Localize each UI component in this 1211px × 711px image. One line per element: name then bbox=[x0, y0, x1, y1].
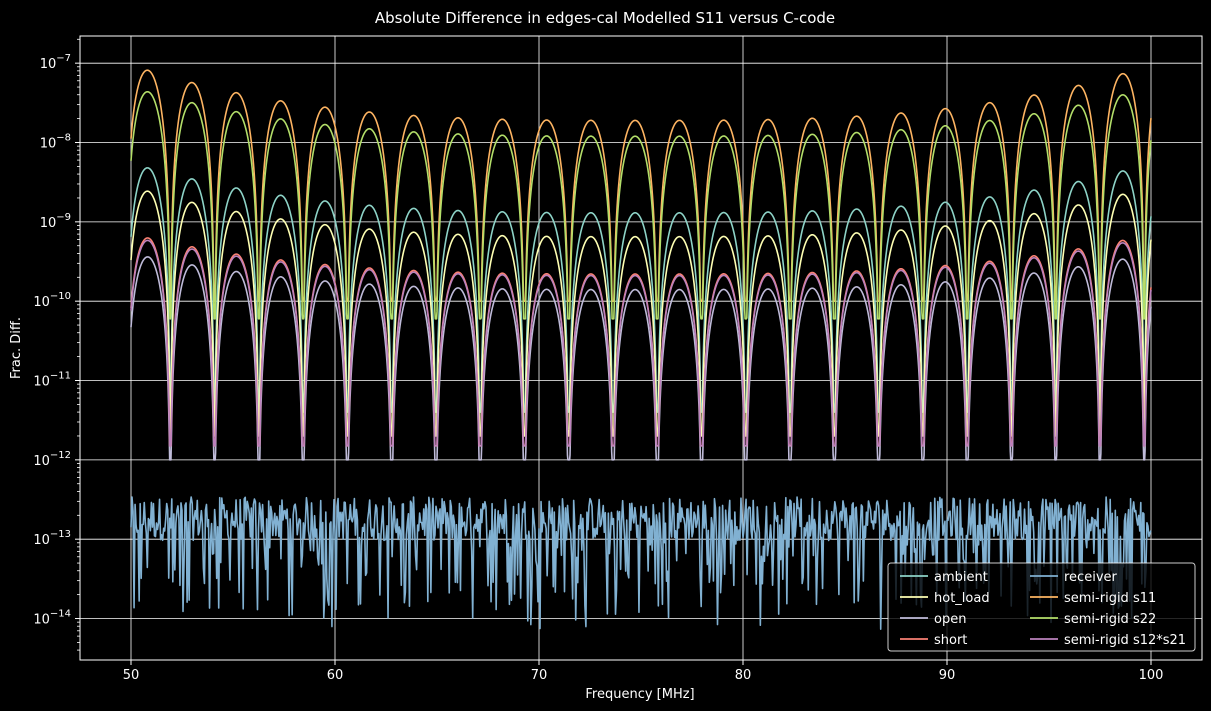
y-tick-label: 10−10 bbox=[33, 291, 71, 310]
y-tick-label: 10−11 bbox=[33, 371, 71, 390]
x-axis-label: Frequency [MHz] bbox=[585, 687, 694, 702]
y-tick-label: 10−9 bbox=[40, 212, 71, 231]
x-tick-label: 50 bbox=[123, 668, 140, 683]
plot-area bbox=[79, 35, 1203, 661]
x-tick-label: 90 bbox=[939, 668, 956, 683]
legend-box bbox=[887, 562, 1196, 652]
y-tick-label: 10−12 bbox=[33, 450, 71, 469]
legend-label: hot_load bbox=[934, 591, 990, 606]
series-line-hot-load bbox=[130, 190, 1152, 437]
legend-label: semi-rigid s11 bbox=[1064, 591, 1156, 606]
series-line-ambient bbox=[130, 167, 1152, 413]
x-tick-label: 100 bbox=[1139, 668, 1164, 683]
y-axis: 10−14 10−13 10−12 10−11 10−10 10−9 10−8 10−7 bbox=[33, 38, 80, 651]
axes-frame bbox=[79, 35, 1203, 661]
chart-title: Absolute Difference in edges-cal Modelle… bbox=[375, 9, 835, 27]
legend-label: receiver bbox=[1064, 570, 1118, 585]
y-tick-label: 10−8 bbox=[40, 133, 71, 152]
y-tick-label: 10−13 bbox=[33, 529, 71, 548]
y-axis-label: Frac. Diff. bbox=[9, 317, 24, 379]
x-axis: 50 60 70 80 90 100 bbox=[123, 660, 1164, 683]
series-layer bbox=[130, 69, 1152, 630]
legend-label: ambient bbox=[934, 570, 988, 585]
y-tick-label: 10−7 bbox=[40, 53, 71, 72]
y-tick-label: 10−14 bbox=[33, 609, 71, 628]
series-line-semi-rigid-s22 bbox=[130, 90, 1152, 320]
legend-label: semi-rigid s12*s21 bbox=[1064, 633, 1186, 648]
legend-label: semi-rigid s22 bbox=[1064, 612, 1156, 627]
legend-label: open bbox=[934, 612, 966, 627]
x-tick-label: 60 bbox=[327, 668, 344, 683]
legend-label: short bbox=[934, 633, 967, 648]
series-line-receiver bbox=[130, 496, 1152, 630]
x-tick-label: 80 bbox=[735, 668, 752, 683]
x-tick-label: 70 bbox=[531, 668, 548, 683]
series-line-semi-rigid-s12-s21 bbox=[130, 239, 1152, 447]
